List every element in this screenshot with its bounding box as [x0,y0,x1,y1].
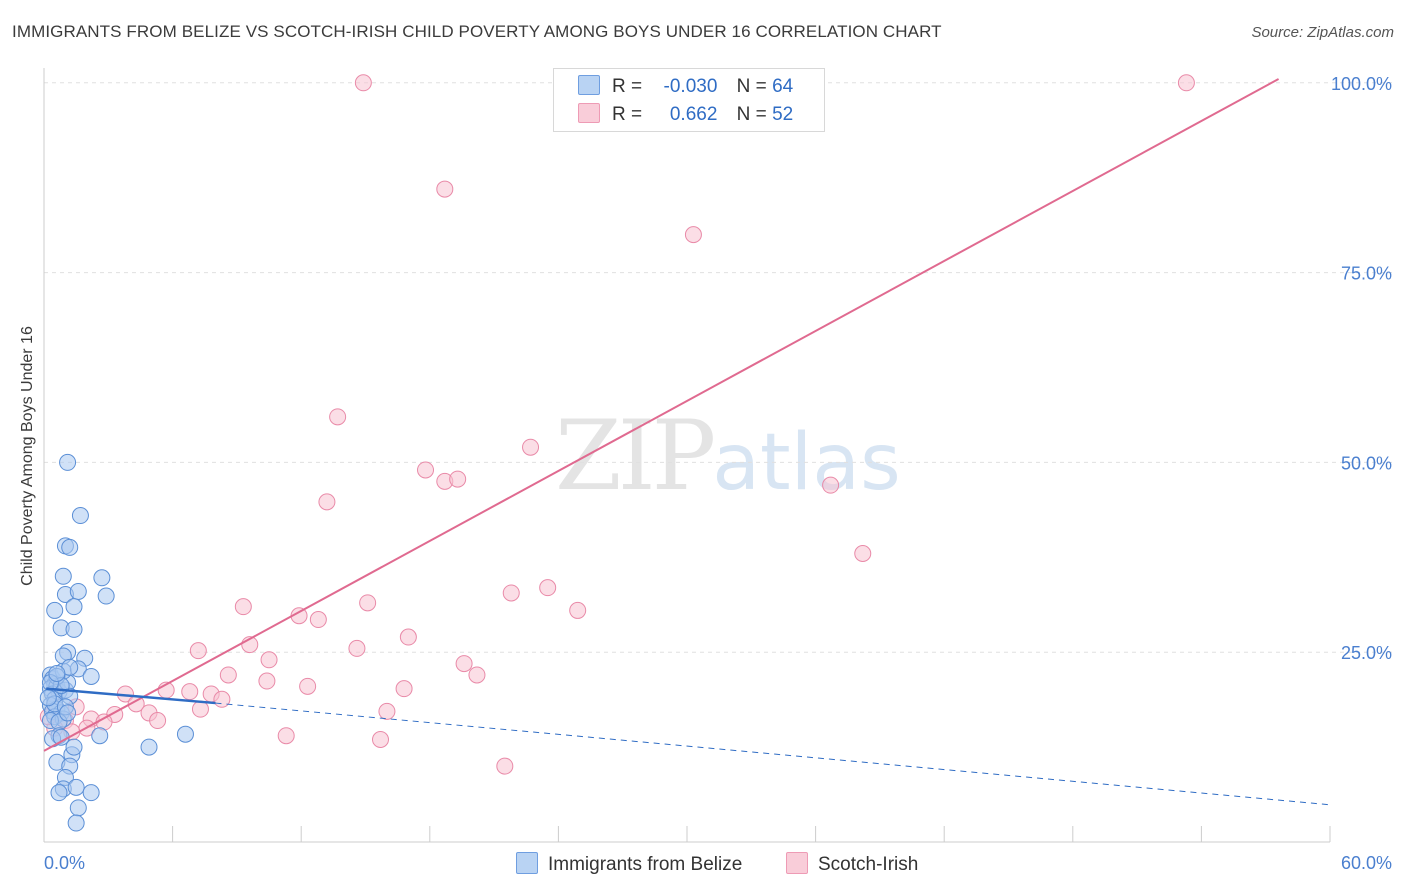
belize-trendline-extension [215,702,1331,806]
y-tick-label: 25.0% [1341,643,1392,663]
belize-point [59,453,77,471]
legend-n-label: N = [736,76,767,97]
scotch-irish-point [436,180,454,198]
belize-point [82,784,100,802]
scotch-irish-point [455,655,473,673]
scotch-irish-point [219,666,237,684]
scotch-irish-point [149,712,167,730]
source-credit: Source: ZipAtlas.com [1251,24,1394,41]
scotch-irish-point [372,731,390,749]
belize-point [176,725,194,743]
belize-point [54,567,72,585]
chart-title: IMMIGRANTS FROM BELIZE VS SCOTCH-IRISH C… [12,22,942,41]
scotch-irish-point [395,680,413,698]
bottom-legend-scotch-irish: Scotch-Irish [786,852,918,876]
scotch-irish-point [329,408,347,426]
belize-point [65,598,83,616]
y-tick-label: 75.0% [1341,264,1392,284]
watermark: ZIPatlas [555,400,901,512]
belize-point [48,664,66,682]
scotch-irish-point [522,438,540,456]
scotch-irish-point [309,611,327,629]
y-tick-label: 100.0% [1331,74,1392,94]
legend-r-label: R = [612,76,643,97]
legend-row-belize: R = -0.030 N = 64 [578,75,793,98]
legend-n-value-belize: 64 [772,76,794,97]
scotch-irish-point [502,584,520,602]
scotch-irish-point [191,700,209,718]
scotch-irish-point [399,628,417,646]
belize-point [67,814,85,832]
scotch-irish-point [468,666,486,684]
bottom-legend-swatch-blue [516,852,538,874]
scotch-irish-point [318,493,336,511]
bottom-legend-label-belize: Immigrants from Belize [548,854,743,875]
watermark-atlas: atlas [712,418,901,508]
scotch-irish-point [569,601,587,619]
belize-point [93,569,111,587]
legend-row-scotch-irish: R = 0.662 N = 52 [578,103,793,126]
scotch-irish-point [189,642,207,660]
legend-n-value-scotch-irish: 52 [772,104,794,125]
bottom-legend-belize: Immigrants from Belize [516,852,742,876]
legend-r-value-belize: -0.030 [663,76,718,97]
bottom-legend-swatch-pink [786,852,808,874]
scotch-irish-point [359,594,377,612]
belize-point [97,587,115,605]
legend-swatch-pink [578,103,600,123]
belize-point [61,538,79,556]
belize-point [71,507,89,525]
belize-point [39,689,57,707]
scotch-irish-point [260,651,278,669]
scotch-irish-point [181,683,199,701]
belize-point [69,799,87,817]
scotch-irish-point [258,672,276,690]
belize-point [59,704,77,722]
scotch-irish-point [539,579,557,597]
scotch-irish-point [213,690,231,708]
belize-point [69,582,87,600]
belize-point [65,738,83,756]
scotch-irish-point [299,677,317,695]
legend-r-label: R = [612,104,643,125]
scotch-irish-point [496,757,514,775]
scotch-irish-point [234,598,252,616]
y-tick-label: 50.0% [1341,453,1392,473]
scotch-irish-trendline [43,78,1280,752]
correlation-legend: R = -0.030 N = 64 R = 0.662 N = 52 [553,68,825,132]
bottom-legend-label-scotch-irish: Scotch-Irish [818,854,919,875]
scotch-irish-point [822,476,840,494]
belize-point [91,727,109,745]
watermark-zip: ZIP [555,400,716,512]
legend-r-value-scotch-irish: 0.662 [669,104,718,125]
scotch-irish-point [854,544,872,562]
scotch-irish-point [378,702,396,720]
belize-point [65,620,83,638]
scotch-irish-point [348,639,366,657]
belize-trendline [46,687,216,705]
scotch-irish-point [277,727,295,745]
scotch-irish-point [684,226,702,244]
legend-n-label: N = [736,104,767,125]
belize-point [82,667,100,685]
belize-point [50,784,68,802]
scotch-irish-point [354,74,372,92]
scotch-irish-point [417,461,435,479]
belize-point [46,601,64,619]
x-tick-label-min: 0.0% [44,853,85,873]
scotch-irish-point [449,470,467,488]
belize-point [67,778,85,796]
belize-point [140,738,158,756]
scotch-irish-point [1177,74,1195,92]
x-tick-label-max: 60.0% [1341,853,1392,873]
legend-swatch-blue [578,75,600,95]
